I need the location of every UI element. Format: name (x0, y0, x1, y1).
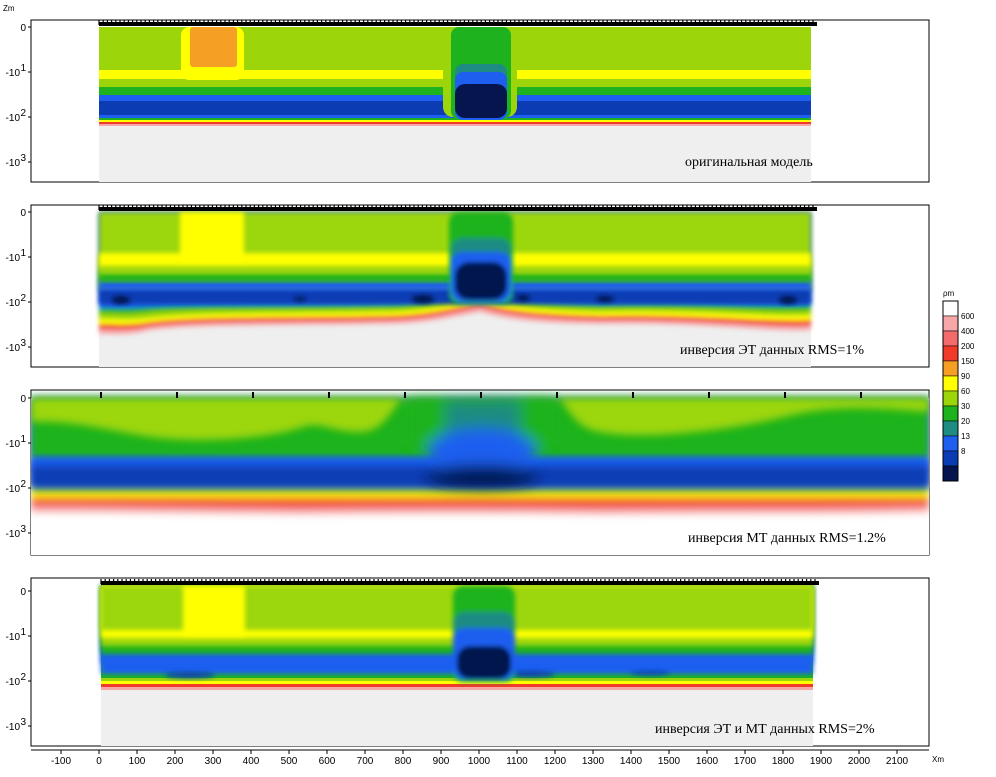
x-tick-label: 2000 (848, 756, 871, 767)
station-ticks (98, 20, 816, 584)
x-tick-label: 400 (243, 756, 260, 767)
panel-1-caption: оригинальная модель (685, 155, 813, 170)
colorbar-swatch (942, 345, 959, 362)
x-tick-label: 2100 (886, 756, 909, 767)
x-axis-label: Xm (932, 755, 944, 764)
y-tick-label: 0 (20, 394, 26, 405)
y-tick-exponent: 2 (20, 672, 26, 683)
x-tick-label: 200 (167, 756, 184, 767)
y-tick-label: -10 (6, 632, 21, 643)
colorbar-swatch (942, 330, 959, 347)
x-tick-label: 1600 (696, 756, 719, 767)
y-tick-label: -10 (6, 68, 21, 79)
panel-1-field (99, 22, 817, 182)
colorbar-swatch (942, 435, 959, 452)
x-tick-label: -100 (51, 756, 71, 767)
colorbar-swatch (942, 315, 959, 332)
colorbar-swatch (942, 450, 959, 467)
panel-3-caption: инверсия МТ данных RMS=1.2% (688, 531, 886, 546)
colorbar-swatch (942, 420, 959, 437)
colorbar-swatch (942, 405, 959, 422)
panel-1: оригинальная модель (30, 19, 930, 183)
x-tick-label: 0 (96, 756, 102, 767)
colorbar-swatch (942, 465, 959, 482)
x-tick-label: 1700 (734, 756, 757, 767)
colorbar-label: 200 (961, 342, 975, 351)
y-tick-label: -10 (6, 439, 21, 450)
panel-3-station-ticks (100, 392, 862, 398)
x-tick-label: 1400 (620, 756, 643, 767)
colorbar-label: 20 (961, 417, 970, 426)
y-tick-label: 0 (20, 23, 26, 34)
colorbar-label: 8 (961, 447, 966, 456)
y-tick-label: -10 (6, 529, 21, 540)
y-tick-exponent: 3 (20, 717, 26, 728)
colorbar-label: 600 (961, 312, 975, 321)
colorbar: 600 400 200 150 90 60 30 20 13 8 (942, 300, 975, 482)
y-tick-label: -10 (6, 253, 21, 264)
colorbar-swatch (942, 390, 959, 407)
y-tick-label: -10 (6, 343, 21, 354)
y-tick-exponent: 2 (20, 293, 26, 304)
panel-3: инверсия МТ данных RMS=1.2% (30, 389, 930, 556)
y-tick-exponent: 3 (20, 524, 26, 535)
y-tick-exponent: 1 (20, 63, 26, 74)
x-tick-label: 1800 (772, 756, 795, 767)
y-tick-label: -10 (6, 677, 21, 688)
x-axis: -100 0 100 200 300 400 500 600 700 800 900 1000 1100… (31, 749, 929, 767)
x-tick-label: 1300 (582, 756, 605, 767)
panel-4-field (101, 581, 819, 746)
y-tick-exponent: 1 (20, 248, 26, 259)
x-tick-label: 1100 (506, 756, 528, 767)
x-tick-label: 1000 (468, 756, 491, 767)
panel-4-caption: инверсия ЭТ и МТ данных RMS=2% (655, 722, 875, 737)
y-tick-exponent: 2 (20, 479, 26, 490)
y-tick-exponent: 1 (20, 434, 26, 445)
y-tick-exponent: 3 (20, 153, 26, 164)
x-tick-label: 700 (357, 756, 374, 767)
x-tick-label: 800 (395, 756, 412, 767)
x-tick-label: 1900 (810, 756, 833, 767)
y-tick-label: -10 (6, 722, 21, 733)
x-tick-label: 500 (281, 756, 298, 767)
y-axis-label: Zm (3, 4, 15, 13)
colorbar-swatch (942, 300, 959, 317)
colorbar-swatch (942, 375, 959, 392)
colorbar-label: 60 (961, 387, 970, 396)
y-tick-exponent: 2 (20, 108, 26, 119)
colorbar-label: 30 (961, 402, 970, 411)
y-tick-label: -10 (6, 298, 21, 309)
colorbar-label: 90 (961, 372, 970, 381)
y-tick-exponent: 3 (20, 338, 26, 349)
x-tick-label: 100 (129, 756, 146, 767)
panel-3-field (31, 398, 929, 555)
panel-2-field (99, 207, 817, 367)
colorbar-swatch (942, 360, 959, 377)
colorbar-label: 13 (961, 432, 970, 441)
y-tick-label: -10 (6, 484, 21, 495)
colorbar-unit: ρm (943, 289, 955, 298)
x-tick-label: 900 (433, 756, 450, 767)
panel-2: инверсия ЭТ данных RMS=1% (30, 204, 930, 368)
colorbar-label: 400 (961, 327, 975, 336)
x-tick-label: 600 (319, 756, 336, 767)
x-tick-label: 1200 (544, 756, 567, 767)
panel-2-caption: инверсия ЭТ данных RMS=1% (680, 343, 864, 358)
y-tick-exponent: 1 (20, 627, 26, 638)
x-tick-label: 300 (205, 756, 222, 767)
y-tick-label: -10 (6, 113, 21, 124)
y-tick-label: 0 (20, 587, 26, 598)
x-tick-label: 1500 (658, 756, 681, 767)
y-axes: 0-10 1-10 2-10 30-10 1-10 2-10 30-10 1-10 2-10 30… (6, 23, 31, 733)
y-tick-label: 0 (20, 208, 26, 219)
y-tick-label: -10 (6, 158, 21, 169)
panel-4: инверсия ЭТ и МТ данных RMS=2% (30, 577, 930, 747)
colorbar-label: 150 (961, 357, 975, 366)
